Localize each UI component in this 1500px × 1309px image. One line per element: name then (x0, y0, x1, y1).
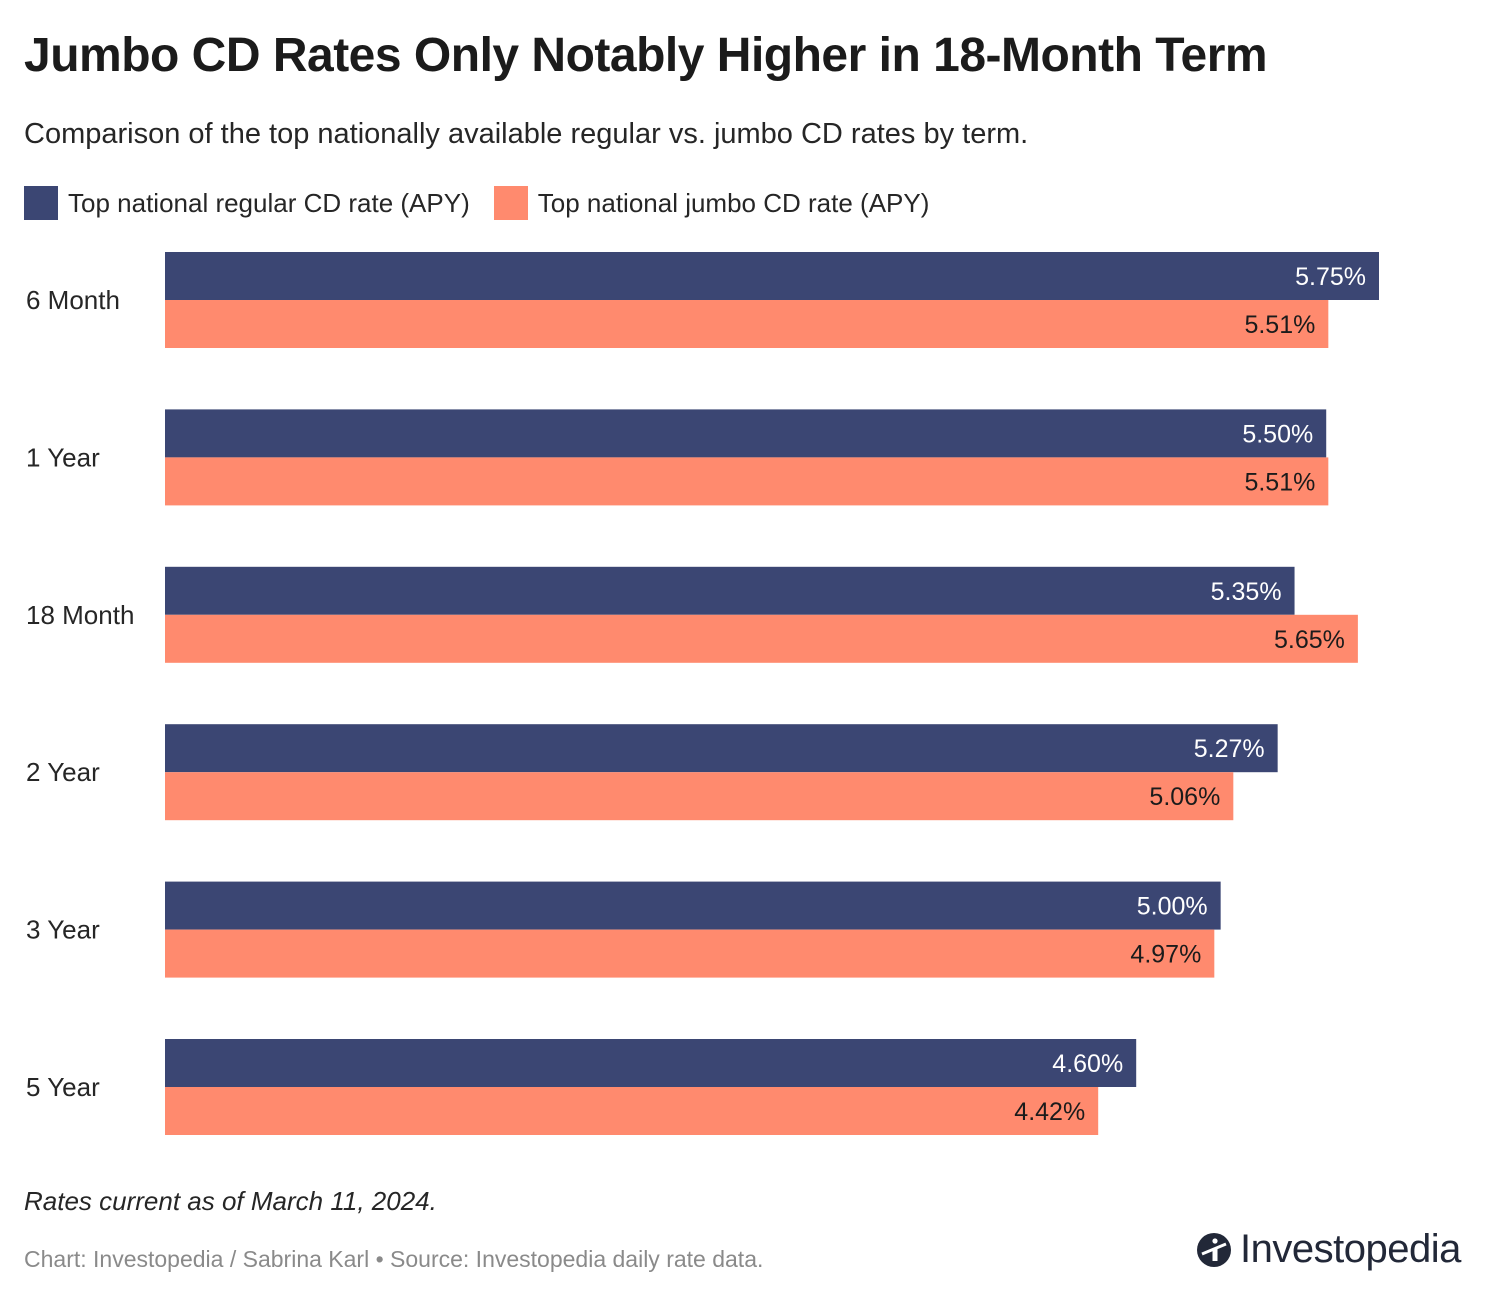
brand-logo: Investopedia (1196, 1227, 1461, 1272)
legend-item-jumbo: Top national jumbo CD rate (APY) (493, 186, 930, 220)
bar-regular (165, 252, 1379, 300)
chart-legend: Top national regular CD rate (APY) Top n… (24, 186, 953, 220)
category-label: 2 Year (26, 757, 100, 787)
bar-value-label-regular: 5.50% (1242, 420, 1313, 448)
bar-regular (165, 881, 1221, 930)
bar-value-label-jumbo: 5.06% (1149, 783, 1220, 811)
legend-label-jumbo: Top national jumbo CD rate (APY) (537, 187, 930, 218)
bar-value-label-regular: 5.35% (1211, 578, 1282, 606)
bar-value-label-regular: 5.27% (1194, 735, 1265, 763)
bar-jumbo (165, 300, 1329, 348)
bar-value-label-jumbo: 5.65% (1274, 626, 1345, 654)
bar-value-label-regular: 5.75% (1295, 263, 1366, 291)
category-label: 5 Year (26, 1072, 100, 1102)
chart-title: Jumbo CD Rates Only Notably Higher in 18… (24, 29, 1268, 82)
bar-jumbo (165, 929, 1215, 978)
bar-regular (165, 1039, 1137, 1087)
bar-chart: 6 Month 5.75% 5.51% 1 Year 5.50% 5.51% 18 Mont… (26, 252, 1379, 1135)
bar-regular (165, 724, 1278, 773)
bar-value-label-regular: 4.60% (1052, 1050, 1123, 1078)
bar-value-label-jumbo: 4.97% (1130, 941, 1201, 969)
category-label: 3 Year (26, 915, 100, 945)
category-label: 1 Year (26, 442, 100, 472)
brand-name: Investopedia (1240, 1227, 1461, 1271)
bar-jumbo (165, 457, 1329, 506)
footnote: Rates current as of March 11, 2024. (24, 1186, 437, 1216)
chart-subtitle: Comparison of the top nationally availab… (24, 118, 1029, 150)
category-label: 18 Month (26, 600, 134, 630)
legend-item-regular: Top national regular CD rate (APY) (24, 186, 470, 220)
investopedia-logo-icon (1197, 1232, 1231, 1267)
legend-swatch-jumbo (493, 186, 528, 220)
bar-jumbo (165, 614, 1358, 663)
legend-label-regular: Top national regular CD rate (APY) (68, 187, 470, 218)
bar-value-label-jumbo: 5.51% (1244, 468, 1315, 496)
legend-swatch-regular (24, 186, 58, 220)
bar-regular (165, 409, 1327, 458)
bar-value-label-jumbo: 5.51% (1244, 311, 1315, 339)
bar-jumbo (165, 772, 1234, 821)
bar-jumbo (165, 1087, 1099, 1135)
bar-regular (165, 566, 1295, 615)
bar-value-label-regular: 5.00% (1137, 893, 1208, 921)
bar-value-label-jumbo: 4.42% (1014, 1098, 1085, 1126)
category-label: 6 Month (26, 285, 120, 315)
chart-credit: Chart: Investopedia / Sabrina Karl • Sou… (24, 1246, 764, 1272)
